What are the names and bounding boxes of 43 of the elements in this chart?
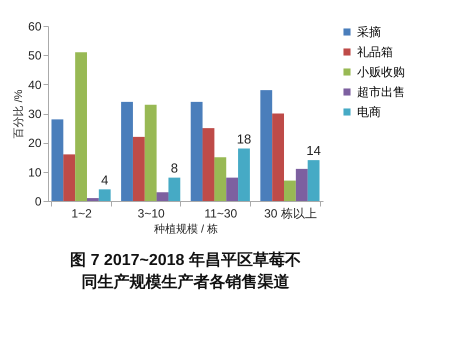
data-label: 8 — [170, 160, 178, 176]
y-axis-title: 百分比 /% — [12, 89, 26, 138]
x-tick-label: 3~10 — [138, 206, 166, 220]
bar — [86, 198, 99, 201]
bar — [272, 114, 284, 201]
bar — [238, 148, 250, 201]
data-label: 14 — [306, 143, 321, 158]
x-tick-label: 30 栋以上 — [264, 206, 317, 220]
bar — [308, 160, 320, 201]
y-tick-label: 0 — [34, 194, 42, 208]
y-tick-label: 40 — [28, 78, 42, 92]
y-tick-label: 20 — [28, 136, 42, 150]
bar — [214, 157, 226, 201]
bar — [121, 102, 133, 201]
text: 图 7 2017~2018 年昌平区草莓不同生产规模生产者各销售渠道 — [70, 251, 301, 291]
data-label: 4 — [101, 172, 108, 188]
bar — [190, 102, 203, 201]
bar — [63, 154, 76, 201]
bar — [156, 192, 168, 201]
bar — [284, 180, 296, 201]
legend-label: 电商 — [357, 105, 381, 119]
bar — [202, 128, 214, 201]
bar — [144, 104, 157, 201]
legend-label: 小贩收购 — [357, 65, 405, 79]
bar — [98, 189, 111, 201]
y-tick-label: 50 — [28, 48, 42, 63]
bar — [132, 136, 145, 201]
bar — [260, 90, 272, 201]
legend-label: 超市出售 — [357, 85, 405, 99]
bar — [51, 119, 64, 201]
y-tick-label: 10 — [28, 165, 42, 180]
x-tick-label: 1~2 — [71, 206, 92, 220]
y-tick-label: 60 — [28, 20, 42, 34]
legend-label: 礼品箱 — [357, 45, 393, 59]
y-tick-label: 30 — [28, 107, 42, 121]
x-tick-label: 11~30 — [204, 206, 238, 220]
x-axis-title: 种植规模 / 栋 — [154, 222, 218, 236]
legend-label: 采摘 — [357, 25, 381, 39]
bar — [168, 178, 180, 201]
bar — [75, 52, 87, 201]
bar — [296, 168, 308, 201]
bar — [226, 178, 238, 201]
data-label: 18 — [236, 132, 252, 146]
